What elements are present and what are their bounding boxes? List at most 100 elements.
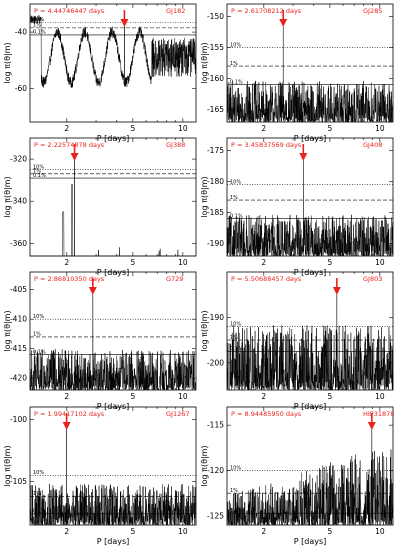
arrow-head: [70, 153, 79, 161]
x-axis-label: P [days]: [97, 268, 130, 277]
fap-label: 1%: [33, 169, 41, 175]
arrow-head: [332, 287, 341, 295]
peak-arrow: [120, 10, 129, 27]
panel-frame: [226, 406, 394, 526]
arrow-head: [62, 422, 71, 430]
star-name: GJ285: [363, 7, 382, 15]
y-axis-label: log π(θ|m): [3, 310, 12, 351]
y-tick-label: -115: [207, 421, 224, 430]
x-tick-label: 2: [261, 392, 266, 401]
peak-arrow: [62, 413, 71, 430]
x-axis-label: P [days]: [294, 268, 327, 277]
periodogram-line: [226, 414, 394, 526]
y-tick-label: -105: [10, 477, 27, 486]
x-tick-label: 2: [64, 527, 69, 536]
x-tick-label: 2: [64, 124, 69, 133]
x-tick-label: 2: [261, 258, 266, 267]
period-label: P = 1.99417102 days: [34, 410, 105, 418]
x-tick-label: 10: [375, 258, 385, 267]
fap-label: 0.1%: [230, 80, 243, 86]
panel-frame: [226, 137, 394, 257]
period-label: P = 2.22574878 days: [34, 141, 105, 149]
y-tick-label: -120: [207, 466, 224, 475]
y-axis-label: log π(θ|m): [200, 176, 209, 217]
arrow-head: [299, 153, 308, 161]
y-tick-label: -190: [207, 239, 224, 248]
fap-label: 10%: [33, 164, 44, 170]
y-tick-label: -405: [10, 285, 27, 294]
periodogram-line: [226, 145, 394, 257]
periodogram-line: [226, 279, 394, 391]
panel-gj388: 10%1%0.1% 2 5 10 -320 -340 -360 P [days] log π(θ…: [3, 137, 197, 277]
panel-gj182: 10%1%0.1% 2 5 10 -40 -60 P [days] log π(θ|m) P =…: [3, 3, 197, 143]
x-tick-label: 2: [64, 258, 69, 267]
arrow-head: [367, 422, 376, 430]
fap-label: 0.1%: [33, 173, 46, 179]
y-tick-label: -40: [15, 28, 27, 37]
period-label: P = 3.45837569 days: [231, 141, 302, 149]
x-tick-label: 5: [327, 124, 332, 133]
fap-label: 1%: [230, 488, 238, 494]
x-tick-label: 10: [178, 124, 188, 133]
y-tick-label: -360: [10, 239, 27, 248]
fap-label: 10%: [230, 465, 241, 471]
y-tick-label: -60: [15, 84, 27, 93]
periodogram-line: [30, 145, 196, 257]
peak-arrow: [88, 278, 97, 295]
fap-label: 1%: [33, 491, 41, 497]
periodogram-line: [29, 414, 197, 526]
y-tick-label: -200: [207, 358, 224, 367]
star-name: GJ1267: [166, 410, 190, 418]
y-tick-label: -150: [207, 12, 224, 21]
y-tick-label: -100: [10, 415, 27, 424]
star-name: GJ408: [363, 141, 382, 149]
y-tick-label: -125: [207, 511, 224, 520]
y-tick-label: -155: [207, 43, 224, 52]
y-tick-label: -340: [10, 197, 27, 206]
y-tick-label: -185: [207, 208, 224, 217]
x-tick-label: 5: [327, 527, 332, 536]
x-tick-label: 2: [261, 124, 266, 133]
peak-arrow: [332, 278, 341, 295]
panel-frame: [226, 271, 394, 391]
panel-frame: [29, 406, 197, 526]
x-axis-label: P [days]: [294, 134, 327, 143]
fap-label: 10%: [230, 42, 241, 48]
x-tick-label: 5: [327, 258, 332, 267]
y-tick-label: -320: [10, 155, 27, 164]
x-axis-label: P [days]: [294, 537, 327, 546]
arrow-head: [88, 287, 97, 295]
y-axis-label: log π(θ|m): [200, 445, 209, 486]
x-axis-label: P [days]: [97, 402, 130, 411]
fap-label: 10%: [230, 179, 241, 185]
panel-frame: [29, 3, 197, 123]
star-name: HIP31878: [363, 410, 394, 418]
y-tick-label: -165: [207, 105, 224, 114]
y-tick-label: -160: [207, 74, 224, 83]
fap-label: 1%: [230, 61, 238, 67]
fap-label: 10%: [230, 321, 241, 327]
x-tick-label: 5: [130, 527, 135, 536]
peak-arrow: [299, 144, 308, 161]
x-tick-label: 5: [130, 392, 135, 401]
y-tick-label: -190: [207, 313, 224, 322]
x-axis-label: P [days]: [97, 537, 130, 546]
x-tick-label: 10: [178, 527, 188, 536]
y-tick-label: -415: [10, 344, 27, 353]
periodogram-line: [29, 11, 197, 88]
panel-frame: [29, 271, 197, 391]
panel-gj285: 10% 1% 0.1% 2 5 10 -150 -155 -160 -165 P [days] log…: [200, 3, 394, 143]
periodogram-line: [226, 11, 394, 123]
y-axis-label: log π(θ|m): [200, 310, 209, 351]
x-tick-label: 10: [375, 527, 385, 536]
peak-arrow: [279, 10, 288, 27]
fap-label: 0.1%: [33, 30, 46, 36]
y-tick-label: -175: [207, 146, 224, 155]
period-label: P = 4.44746447 days: [34, 7, 105, 15]
x-tick-label: 2: [261, 527, 266, 536]
star-name: GJ182: [166, 7, 185, 15]
